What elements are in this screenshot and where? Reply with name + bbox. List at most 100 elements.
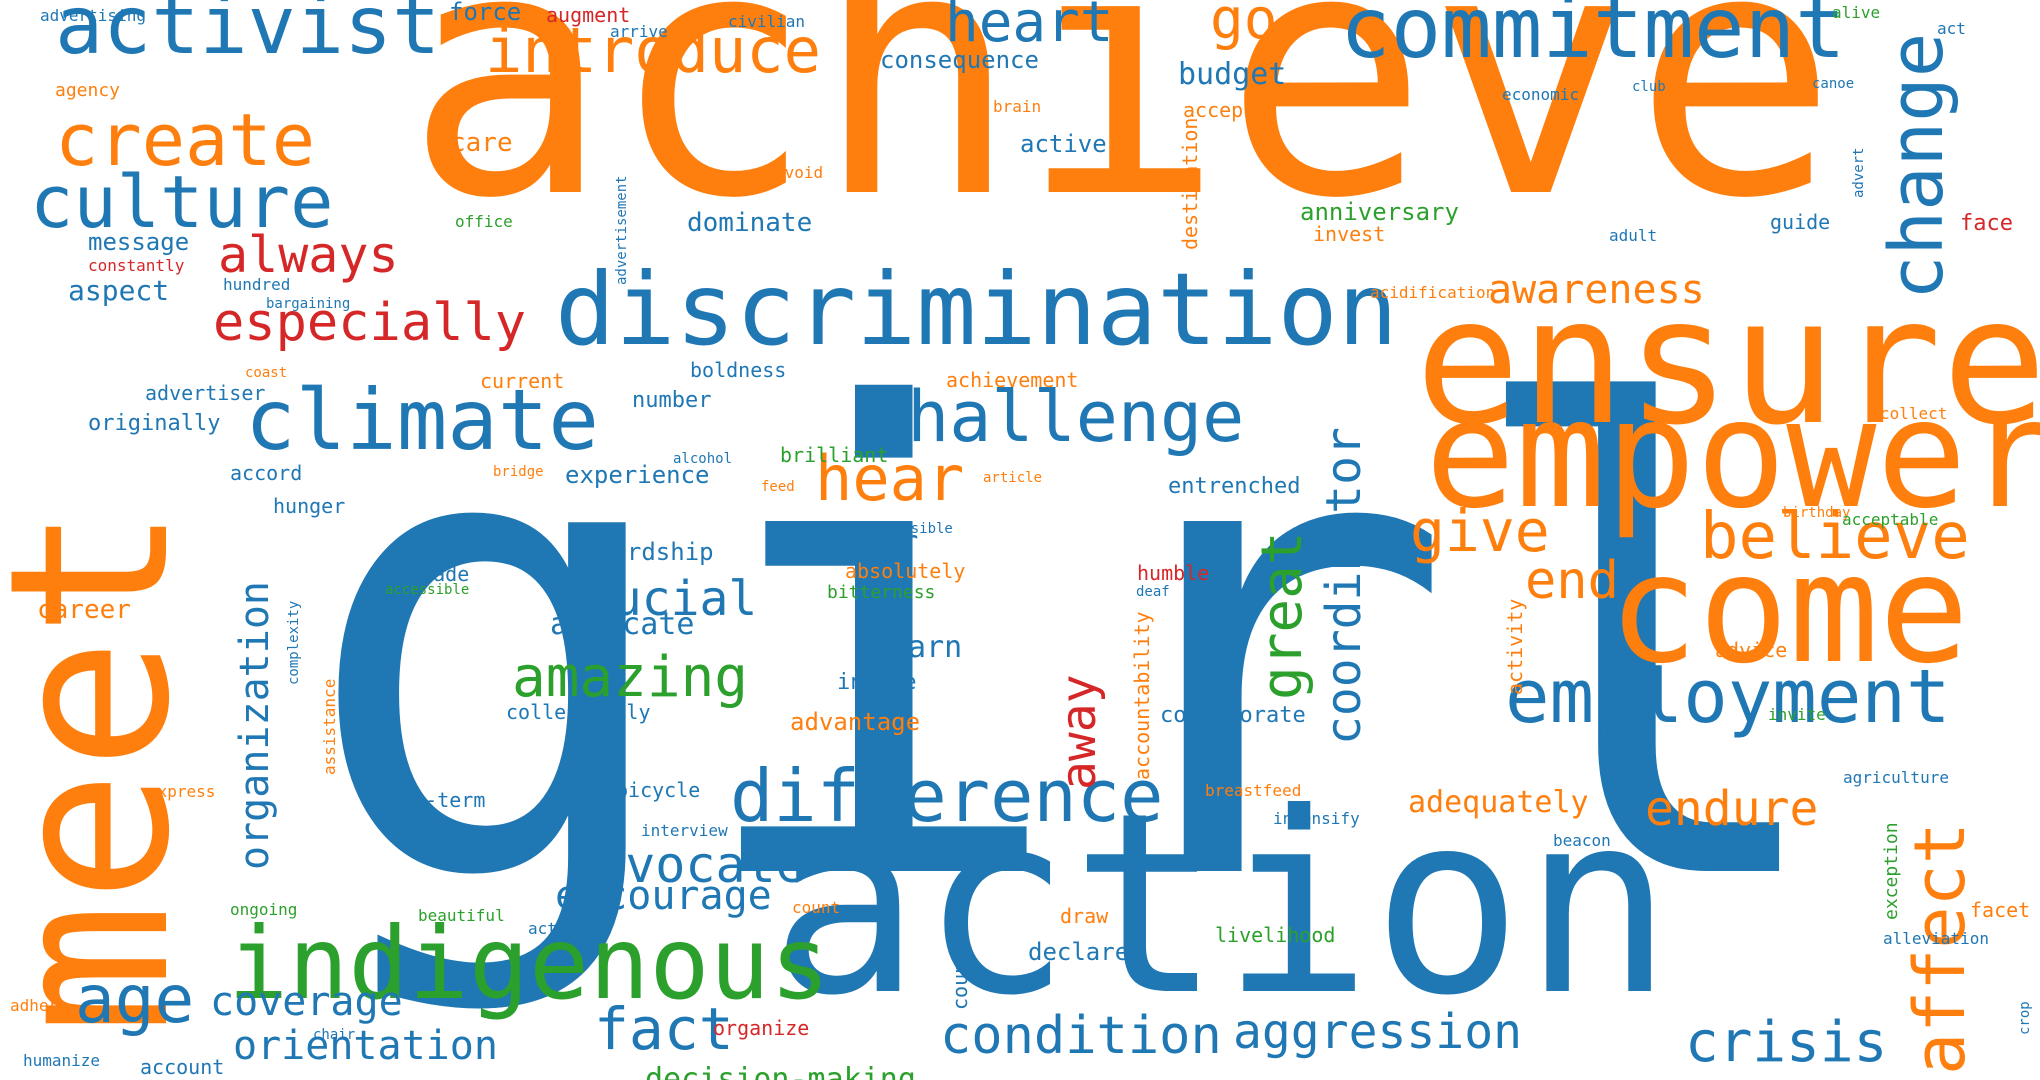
word: arrive: [610, 22, 668, 41]
word: hardship: [598, 538, 714, 566]
word: guide: [1770, 210, 1831, 234]
word: brilliant: [780, 443, 889, 467]
word: advert: [1851, 147, 1867, 198]
word: anniversary: [1300, 198, 1459, 226]
word: acidification: [1370, 283, 1496, 302]
word: commitment: [1340, 0, 1846, 77]
word: alcohol: [673, 451, 733, 467]
word: interview: [641, 821, 728, 840]
word: especially: [213, 293, 527, 353]
word: collectively: [506, 700, 651, 724]
word: collaborate: [1160, 703, 1306, 728]
word: breastfeed: [1205, 781, 1302, 800]
word: face: [1960, 211, 2013, 236]
word: coverage: [210, 979, 403, 1025]
word: orientation: [233, 1023, 498, 1069]
word: draw: [1060, 904, 1109, 928]
word: express: [148, 782, 216, 801]
word: office: [455, 212, 513, 231]
word: achievement: [946, 368, 1079, 392]
word: club: [1632, 79, 1666, 95]
word: force: [449, 0, 522, 26]
word: crop: [2017, 1001, 2033, 1035]
word: believe: [1700, 500, 1970, 574]
word: count: [792, 898, 841, 917]
word: livelihood: [1215, 923, 1336, 947]
word: injure: [837, 670, 917, 695]
word: condition: [940, 1006, 1222, 1066]
word: adult: [1609, 226, 1658, 245]
word: declare: [1028, 938, 1130, 966]
word: dominate: [687, 208, 813, 238]
word: beautiful: [418, 906, 505, 925]
word: aggression: [1233, 1004, 1522, 1060]
word: endure: [1645, 781, 1819, 837]
word: discrimination: [555, 251, 1398, 368]
word: amazing: [512, 645, 749, 710]
word: invite: [1768, 705, 1826, 724]
word: advertisement: [614, 175, 630, 285]
word: augment: [546, 3, 631, 27]
word: achieve: [405, 0, 1838, 273]
word: activism: [528, 919, 606, 938]
word: active: [1020, 130, 1107, 158]
word: advertiser: [145, 381, 266, 405]
word: complexity: [286, 600, 302, 685]
word: number: [632, 388, 712, 413]
word: beacon: [1553, 831, 1611, 850]
word: culture: [30, 160, 334, 244]
word: advertising: [40, 6, 146, 25]
word: bridge: [493, 464, 544, 480]
word: accountability: [1130, 611, 1154, 780]
word: chair: [313, 1027, 356, 1043]
word: agency: [55, 80, 121, 101]
word: indigenous: [228, 905, 831, 1022]
word: accept: [1183, 98, 1256, 122]
word: account: [140, 1055, 225, 1079]
word: allocate: [550, 607, 695, 642]
word: economic: [1502, 85, 1580, 104]
word: agriculture: [1843, 768, 1949, 787]
word: boldness: [690, 358, 787, 382]
word: coast: [245, 365, 288, 381]
word: constantly: [88, 256, 185, 275]
word: center: [810, 525, 919, 560]
word: meet: [0, 505, 218, 1035]
word: budget: [1178, 57, 1287, 92]
word: current: [480, 369, 565, 393]
word: create: [55, 98, 316, 182]
word: employment: [1505, 654, 1951, 740]
word: humble: [1137, 561, 1210, 585]
word: canoe: [1812, 76, 1855, 92]
word: affect: [1899, 822, 1981, 1075]
word: fact: [594, 995, 734, 1063]
word: collect: [1880, 404, 1948, 423]
word: difference: [730, 754, 1164, 838]
word: come: [1608, 523, 1970, 697]
word: bargaining: [266, 296, 351, 312]
word: consequence: [880, 46, 1039, 74]
word: care: [450, 128, 513, 158]
word: assistance: [320, 678, 339, 775]
word: go: [1210, 0, 1278, 52]
word: heart: [945, 0, 1114, 55]
word: crisis: [1685, 1010, 1888, 1075]
word: brain: [993, 97, 1042, 116]
word: action: [770, 759, 1674, 1050]
word: accord: [230, 461, 303, 485]
word: climate: [245, 371, 600, 469]
word: counseling: [948, 889, 972, 1010]
word: bitterness: [827, 582, 936, 603]
word: give: [1410, 497, 1550, 565]
word: experience: [565, 461, 710, 489]
word: intensify: [1273, 809, 1360, 828]
word: organization: [232, 581, 278, 870]
word: message: [88, 228, 190, 256]
word: advocate: [565, 836, 806, 894]
word: absolutely: [845, 559, 966, 583]
word: deaf: [1136, 584, 1170, 600]
word: encourage: [555, 873, 772, 919]
word: challenge: [865, 376, 1245, 458]
word: invest: [1313, 222, 1386, 246]
